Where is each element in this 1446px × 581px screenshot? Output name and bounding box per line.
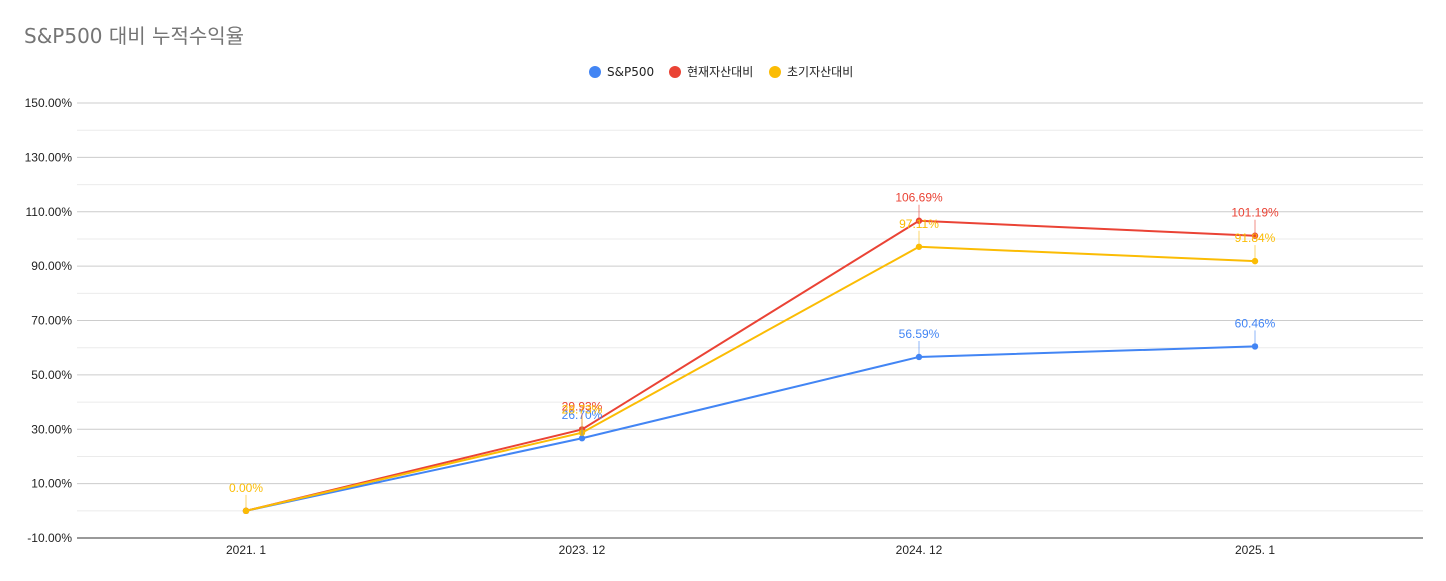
data-point: [1251, 257, 1259, 265]
y-tick-label: 70.00%: [31, 314, 72, 328]
data-label: 56.59%: [899, 327, 940, 341]
x-tick-label: 2023. 12: [559, 543, 606, 557]
grid-lines: [77, 102, 1423, 539]
y-tick-label: 90.00%: [31, 259, 72, 273]
series-line-1: [245, 219, 1256, 512]
y-tick-label: 30.00%: [31, 422, 72, 436]
data-label: 60.46%: [1235, 316, 1276, 330]
data-label: 101.19%: [1231, 206, 1279, 220]
x-tick-label: 2025. 1: [1235, 543, 1275, 557]
data-label: 28.73%: [562, 403, 603, 417]
legend-label: 초기자산대비: [787, 65, 853, 79]
data-label: 106.69%: [895, 191, 943, 205]
data-point: [1251, 232, 1259, 239]
legend-marker: [589, 66, 601, 78]
y-tick-label: 150.00%: [25, 96, 73, 110]
y-tick-label: -10.00%: [27, 531, 72, 545]
data-point: [915, 353, 923, 361]
data-labels: 26.70%56.59%60.46%29.93%106.69%101.19%0.…: [229, 191, 1279, 508]
legend-marker: [669, 66, 681, 78]
chart-title: S&P500 대비 누적수익율: [24, 24, 245, 48]
x-tick-label: 2024. 12: [896, 543, 943, 557]
series-lines: [242, 217, 1259, 515]
axes: -10.00% 10.00% 30.00% 50.00% 70.00% 90.00% 110…: [25, 96, 1276, 557]
legend: S&P500 현재자산대비 초기자산대비: [589, 65, 853, 79]
legend-label: 현재자산대비: [687, 65, 753, 79]
y-tick-label: 50.00%: [31, 368, 72, 382]
x-tick-label: 2021. 1: [226, 543, 266, 557]
series-line-0: [245, 345, 1256, 512]
y-tick-label: 10.00%: [31, 477, 72, 491]
data-label: 97.11%: [899, 217, 939, 231]
data-point: [242, 507, 250, 515]
data-label: 29.93%: [562, 399, 603, 413]
data-point: [578, 435, 586, 442]
data-point: [915, 217, 923, 224]
legend-marker: [769, 66, 781, 78]
data-label: 91.84%: [1235, 231, 1276, 245]
y-tick-label: 110.00%: [26, 205, 73, 219]
series-line-2: [245, 245, 1256, 512]
data-label: 0.00%: [229, 481, 263, 495]
y-tick-label: 130.00%: [25, 150, 73, 164]
data-point: [1251, 343, 1259, 350]
data-point: [915, 243, 923, 250]
legend-label: S&P500: [607, 65, 654, 79]
